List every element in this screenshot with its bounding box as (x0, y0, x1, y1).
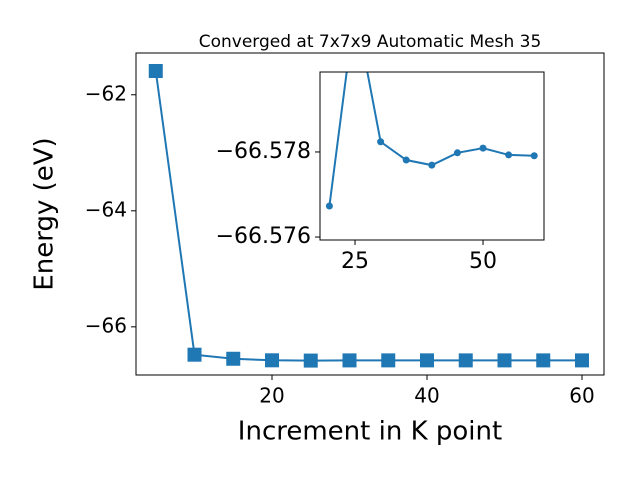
x-tick-label: 60 (569, 384, 594, 408)
x-tick-label: 40 (414, 384, 439, 408)
data-marker (381, 353, 396, 368)
x-tick-label: 20 (259, 384, 284, 408)
data-marker (377, 138, 385, 146)
data-marker (325, 202, 333, 210)
data-marker (303, 353, 318, 368)
data-marker (530, 152, 538, 160)
y-tick-label: −66 (85, 313, 127, 337)
data-marker (536, 353, 551, 368)
y-axis-label: Energy (eV) (30, 137, 60, 290)
y-tick-label: −66.578 (216, 139, 311, 164)
data-marker (342, 353, 357, 368)
data-marker (453, 149, 461, 157)
plot-area (148, 63, 589, 368)
data-marker (419, 353, 434, 368)
data-marker (497, 353, 512, 368)
x-tick-label: 25 (341, 249, 369, 274)
x-axis-label: Increment in K point (238, 417, 502, 447)
data-marker (458, 353, 473, 368)
data-marker (265, 353, 280, 368)
data-marker (428, 161, 436, 169)
y-tick-label: −64 (85, 197, 127, 221)
data-marker (226, 351, 241, 366)
data-marker (352, 4, 359, 11)
data-marker (505, 151, 513, 159)
data-marker (574, 353, 589, 368)
y-tick-label: −62 (85, 81, 127, 105)
axes: 25 50 −66.578 −66.576 (216, 4, 545, 274)
axes-frame (319, 71, 545, 241)
data-marker (479, 144, 487, 152)
data-marker (187, 347, 202, 362)
data-marker (402, 156, 410, 164)
axes-frame (135, 52, 605, 376)
data-marker (148, 63, 163, 78)
plot-area (325, 4, 538, 210)
y-tick-label: −66.576 (216, 224, 311, 249)
chart-title: Converged at 7x7x9 Automatic Mesh 35 (199, 32, 542, 52)
x-tick-label: 50 (469, 249, 497, 274)
